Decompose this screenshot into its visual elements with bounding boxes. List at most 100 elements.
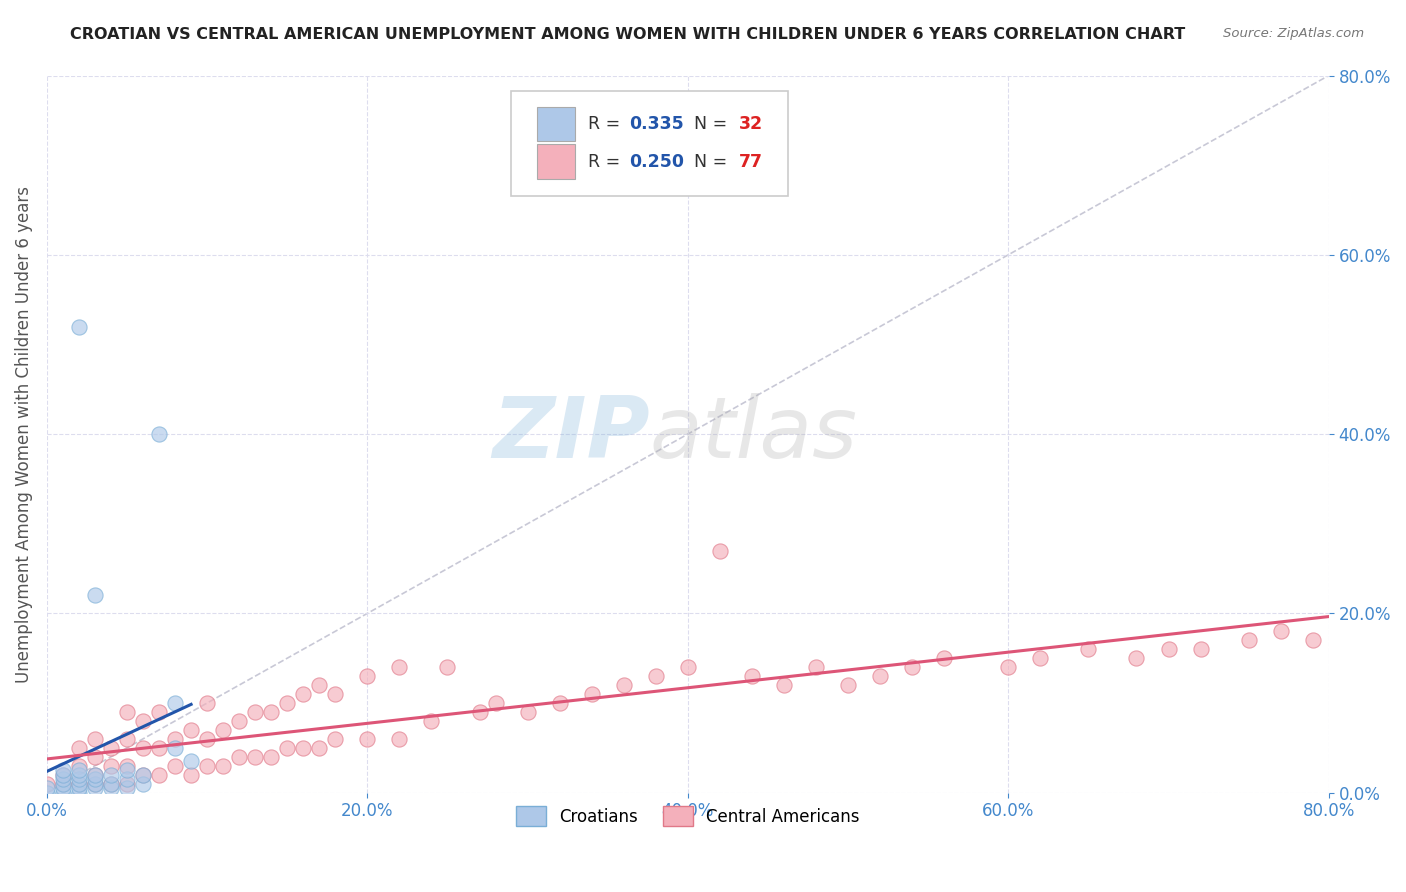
Point: [934, 651, 956, 665]
Point: [276, 740, 298, 755]
Point: [195, 696, 218, 710]
Point: [84, 589, 107, 603]
Point: [165, 758, 187, 772]
Point: [35, 786, 58, 800]
Point: [100, 781, 122, 796]
Point: [292, 740, 315, 755]
FancyBboxPatch shape: [537, 145, 575, 178]
Point: [165, 740, 187, 755]
Point: [709, 543, 731, 558]
FancyBboxPatch shape: [510, 91, 787, 196]
Point: [323, 687, 346, 701]
Point: [132, 768, 155, 782]
Point: [901, 660, 924, 674]
Point: [516, 705, 538, 719]
Point: [195, 731, 218, 746]
Point: [308, 740, 330, 755]
Point: [468, 705, 491, 719]
Point: [773, 678, 796, 692]
Point: [148, 768, 170, 782]
Point: [1157, 642, 1180, 657]
Point: [148, 740, 170, 755]
Point: [356, 731, 378, 746]
Point: [165, 696, 187, 710]
Legend: Croatians, Central Americans: Croatians, Central Americans: [508, 797, 868, 835]
Point: [52, 777, 75, 791]
Point: [292, 687, 315, 701]
Point: [420, 714, 443, 728]
Text: 0.250: 0.250: [628, 153, 683, 170]
Point: [100, 777, 122, 791]
Point: [436, 660, 458, 674]
Point: [115, 731, 138, 746]
Point: [115, 781, 138, 796]
Point: [52, 772, 75, 787]
Point: [1029, 651, 1052, 665]
Point: [245, 749, 267, 764]
Point: [115, 777, 138, 791]
Point: [388, 731, 411, 746]
Point: [100, 758, 122, 772]
Text: R =: R =: [588, 153, 626, 170]
Text: atlas: atlas: [650, 392, 858, 475]
Point: [581, 687, 603, 701]
Point: [67, 758, 90, 772]
Point: [67, 764, 90, 778]
Point: [260, 705, 283, 719]
FancyBboxPatch shape: [537, 107, 575, 142]
Point: [100, 768, 122, 782]
Point: [84, 768, 107, 782]
Point: [132, 740, 155, 755]
Point: [35, 777, 58, 791]
Point: [741, 669, 763, 683]
Point: [52, 768, 75, 782]
Point: [388, 660, 411, 674]
Text: N =: N =: [683, 153, 733, 170]
Text: N =: N =: [683, 115, 733, 133]
Point: [67, 777, 90, 791]
Point: [115, 764, 138, 778]
Point: [212, 723, 235, 737]
Point: [356, 669, 378, 683]
Point: [84, 777, 107, 791]
Point: [212, 758, 235, 772]
Point: [245, 705, 267, 719]
Text: CROATIAN VS CENTRAL AMERICAN UNEMPLOYMENT AMONG WOMEN WITH CHILDREN UNDER 6 YEAR: CROATIAN VS CENTRAL AMERICAN UNEMPLOYMEN…: [70, 27, 1185, 42]
Point: [67, 777, 90, 791]
Point: [67, 319, 90, 334]
Point: [148, 705, 170, 719]
Point: [67, 781, 90, 796]
Point: [52, 781, 75, 796]
Text: Source: ZipAtlas.com: Source: ZipAtlas.com: [1223, 27, 1364, 40]
Point: [84, 768, 107, 782]
Point: [180, 723, 202, 737]
Point: [67, 772, 90, 787]
Point: [84, 772, 107, 787]
Point: [837, 678, 859, 692]
Point: [180, 768, 202, 782]
Point: [52, 777, 75, 791]
Point: [84, 731, 107, 746]
Text: 0.335: 0.335: [628, 115, 683, 133]
Point: [100, 740, 122, 755]
Point: [84, 777, 107, 791]
Point: [132, 777, 155, 791]
Point: [548, 696, 571, 710]
Text: R =: R =: [588, 115, 626, 133]
Point: [35, 781, 58, 796]
Point: [1125, 651, 1147, 665]
Point: [132, 714, 155, 728]
Point: [195, 758, 218, 772]
Point: [804, 660, 827, 674]
Point: [644, 669, 666, 683]
Point: [676, 660, 699, 674]
Point: [67, 768, 90, 782]
Text: ZIP: ZIP: [492, 392, 650, 475]
Point: [869, 669, 891, 683]
Point: [308, 678, 330, 692]
Point: [84, 781, 107, 796]
Y-axis label: Unemployment Among Women with Children Under 6 years: Unemployment Among Women with Children U…: [15, 186, 32, 682]
Point: [52, 764, 75, 778]
Point: [484, 696, 506, 710]
Point: [115, 758, 138, 772]
